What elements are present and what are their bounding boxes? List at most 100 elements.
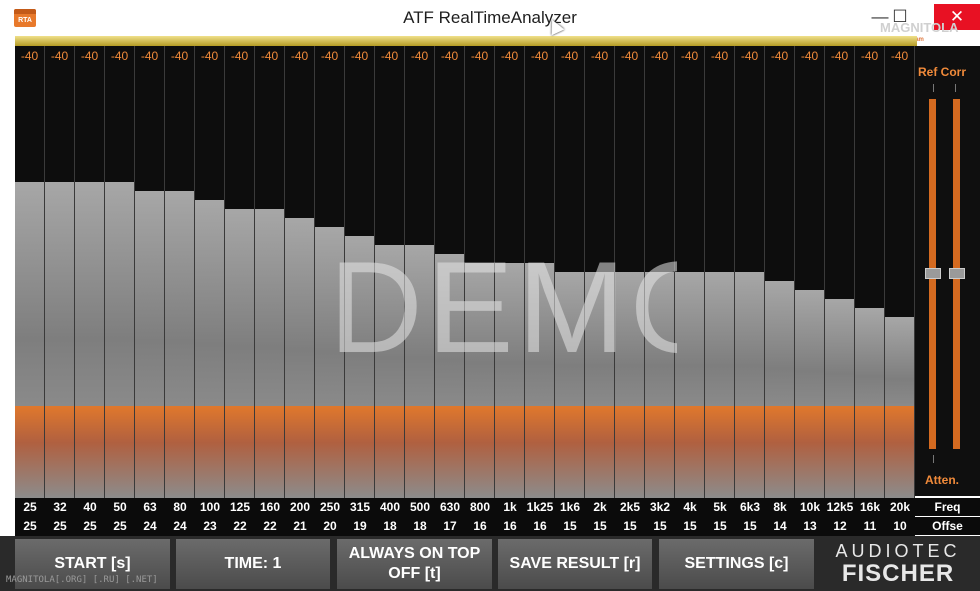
band-freq-label[interactable]: 63 bbox=[143, 500, 157, 514]
band-peak-label: -40 bbox=[20, 49, 39, 63]
atten-label: Atten. bbox=[925, 473, 959, 487]
band-freq-label[interactable]: 4k bbox=[683, 500, 697, 514]
band-offset-label[interactable]: 15 bbox=[743, 519, 757, 533]
band-offset-label[interactable]: 25 bbox=[23, 519, 37, 533]
band-freq-label[interactable]: 500 bbox=[409, 500, 431, 514]
band-correction-bar bbox=[405, 406, 434, 498]
band-offset-label[interactable]: 15 bbox=[623, 519, 637, 533]
band-freq-label[interactable]: 250 bbox=[319, 500, 341, 514]
start-button[interactable]: START [s] bbox=[15, 539, 170, 589]
band-offset-label[interactable]: 16 bbox=[503, 519, 517, 533]
band-offset-label[interactable]: 16 bbox=[473, 519, 487, 533]
close-button[interactable]: ✕ bbox=[934, 4, 980, 30]
slider-tick bbox=[933, 455, 934, 463]
band-freq-label[interactable]: 160 bbox=[259, 500, 281, 514]
band-offset-label[interactable]: 20 bbox=[323, 519, 337, 533]
band-correction-bar bbox=[345, 406, 374, 498]
band-freq-label[interactable]: 125 bbox=[229, 500, 251, 514]
band-freq-label[interactable]: 1k bbox=[503, 500, 517, 514]
band-column: -40 bbox=[465, 46, 495, 498]
band-peak-label: -40 bbox=[800, 49, 819, 63]
band-freq-label[interactable]: 80 bbox=[173, 500, 187, 514]
time-button[interactable]: TIME: 1 bbox=[176, 539, 330, 589]
band-freq-label[interactable]: 315 bbox=[349, 500, 371, 514]
band-column: -40 bbox=[405, 46, 435, 498]
band-divider bbox=[44, 46, 45, 498]
band-freq-label[interactable]: 6k3 bbox=[739, 500, 761, 514]
band-freq-label[interactable]: 25 bbox=[23, 500, 37, 514]
band-offset-label[interactable]: 18 bbox=[413, 519, 427, 533]
band-correction-bar bbox=[75, 406, 104, 498]
band-correction-bar bbox=[225, 406, 254, 498]
band-freq-label[interactable]: 800 bbox=[469, 500, 491, 514]
band-freq-label[interactable]: 32 bbox=[53, 500, 67, 514]
band-freq-label[interactable]: 400 bbox=[379, 500, 401, 514]
band-freq-label[interactable]: 12k5 bbox=[826, 500, 854, 514]
band-offset-label[interactable]: 25 bbox=[83, 519, 97, 533]
band-offset-label[interactable]: 22 bbox=[233, 519, 247, 533]
band-offset-label[interactable]: 25 bbox=[53, 519, 67, 533]
band-peak-label: -40 bbox=[680, 49, 699, 63]
band-offset-label[interactable]: 15 bbox=[713, 519, 727, 533]
band-freq-label[interactable]: 2k5 bbox=[619, 500, 641, 514]
band-freq-label[interactable]: 3k2 bbox=[649, 500, 671, 514]
band-freq-label[interactable]: 10k bbox=[799, 500, 821, 514]
band-divider bbox=[494, 46, 495, 498]
band-column: -40 bbox=[855, 46, 885, 498]
band-offset-label[interactable]: 21 bbox=[293, 519, 307, 533]
band-peak-label: -40 bbox=[620, 49, 639, 63]
band-offset-label[interactable]: 15 bbox=[593, 519, 607, 533]
band-offset-label[interactable]: 15 bbox=[653, 519, 667, 533]
band-freq-label[interactable]: 100 bbox=[199, 500, 221, 514]
band-freq-label[interactable]: 50 bbox=[113, 500, 127, 514]
band-freq-label[interactable]: 1k6 bbox=[559, 500, 581, 514]
band-freq-label[interactable]: 200 bbox=[289, 500, 311, 514]
band-freq-label[interactable]: 630 bbox=[439, 500, 461, 514]
band-correction-bar bbox=[45, 406, 74, 498]
band-offset-label[interactable]: 18 bbox=[383, 519, 397, 533]
minimize-button[interactable]: — bbox=[871, 7, 889, 26]
band-correction-bar bbox=[165, 406, 194, 498]
band-offset-label[interactable]: 25 bbox=[113, 519, 127, 533]
always-on-top-button[interactable]: ALWAYS ON TOP OFF [t] bbox=[337, 539, 492, 589]
band-level-bar bbox=[765, 281, 794, 406]
level-bar bbox=[15, 36, 917, 46]
slider-right-knob[interactable] bbox=[949, 268, 965, 279]
band-offset-label[interactable]: 19 bbox=[353, 519, 367, 533]
band-peak-label: -40 bbox=[860, 49, 879, 63]
band-offset-label[interactable]: 15 bbox=[683, 519, 697, 533]
band-freq-label[interactable]: 8k bbox=[773, 500, 787, 514]
band-divider bbox=[884, 46, 885, 498]
band-peak-label: -40 bbox=[560, 49, 579, 63]
band-correction-bar bbox=[375, 406, 404, 498]
band-peak-label: -40 bbox=[500, 49, 519, 63]
band-level-bar bbox=[585, 272, 614, 406]
band-offset-label[interactable]: 11 bbox=[863, 519, 877, 533]
band-offset-label[interactable]: 17 bbox=[443, 519, 457, 533]
band-offset-label[interactable]: 24 bbox=[173, 519, 187, 533]
slider-left-knob[interactable] bbox=[925, 268, 941, 279]
band-offset-label[interactable]: 15 bbox=[563, 519, 577, 533]
band-divider bbox=[404, 46, 405, 498]
band-offset-label[interactable]: 10 bbox=[893, 519, 907, 533]
band-freq-label[interactable]: 1k25 bbox=[526, 500, 554, 514]
maximize-button[interactable]: ☐ bbox=[892, 7, 908, 26]
band-offset-label[interactable]: 12 bbox=[833, 519, 847, 533]
band-offset-label[interactable]: 22 bbox=[263, 519, 277, 533]
band-peak-label: -40 bbox=[410, 49, 429, 63]
band-offset-label[interactable]: 16 bbox=[533, 519, 547, 533]
save-result-button[interactable]: SAVE RESULT [r] bbox=[498, 539, 652, 589]
band-column: -40 bbox=[585, 46, 615, 498]
band-divider bbox=[254, 46, 255, 498]
band-freq-label[interactable]: 16k bbox=[859, 500, 881, 514]
band-freq-label[interactable]: 40 bbox=[83, 500, 97, 514]
band-column: -40 bbox=[315, 46, 345, 498]
settings-button[interactable]: SETTINGS [c] bbox=[659, 539, 814, 589]
band-offset-label[interactable]: 14 bbox=[773, 519, 787, 533]
band-freq-label[interactable]: 5k bbox=[713, 500, 727, 514]
band-freq-label[interactable]: 2k bbox=[593, 500, 607, 514]
band-offset-label[interactable]: 13 bbox=[803, 519, 817, 533]
band-freq-label[interactable]: 20k bbox=[889, 500, 911, 514]
band-offset-label[interactable]: 23 bbox=[203, 519, 217, 533]
band-offset-label[interactable]: 24 bbox=[143, 519, 157, 533]
